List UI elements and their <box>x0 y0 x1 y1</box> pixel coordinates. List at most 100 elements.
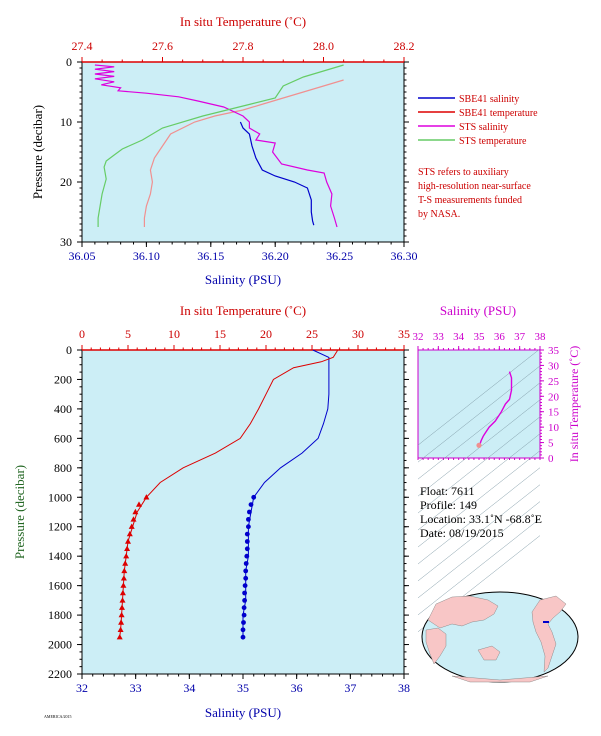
ts-y-tick-label: 30 <box>548 360 560 372</box>
near-surface-top-tick-label: 27.8 <box>233 39 254 53</box>
profile-number: Profile: 149 <box>420 498 477 512</box>
salinity-sample-point <box>251 494 257 500</box>
ts-x-tick-label: 37 <box>514 331 526 343</box>
map-land-americas <box>531 595 567 673</box>
ts-x-tick-label: 35 <box>474 331 486 343</box>
near-surface-series-group <box>94 64 344 228</box>
near-surface-top-tick-label: 27.4 <box>72 39 93 53</box>
temperature-sample-point <box>118 619 125 625</box>
ts-density-contour <box>417 365 541 463</box>
near-surface-x-tick-label: 36.25 <box>326 249 353 263</box>
near-surface-plot-area <box>81 61 405 243</box>
sts-note: STS refers to auxiliary high-resolution … <box>418 167 531 220</box>
full-profile-y-tick-label: 800 <box>54 461 72 475</box>
full-profile-x-tick-label: 34 <box>183 681 195 695</box>
near-surface-x-tick-label: 36.05 <box>69 249 96 263</box>
temperature-sample-point <box>123 553 130 559</box>
ts-density-contour <box>417 382 541 480</box>
ts-x-tick-label: 32 <box>413 331 424 343</box>
temperature-sample-point <box>116 634 123 640</box>
full-profile-top-tick-label: 5 <box>125 327 131 341</box>
near-surface-panel: 36.05 36.10 36.15 36.20 36.25 36.30 27.4 27.6 27… <box>30 14 538 287</box>
temperature-sample-point <box>119 604 125 610</box>
salinity-sample-point <box>241 620 246 625</box>
salinity-sample-point <box>246 517 251 522</box>
temperature-sample-point <box>143 494 150 500</box>
ts-density-contour <box>417 501 541 599</box>
full-profile-top-tick-label: 15 <box>214 327 226 341</box>
salinity-sample-point <box>248 502 254 507</box>
legend-label-sbe41-salinity: SBE41 salinity <box>459 94 519 105</box>
temperature-sample-point <box>119 589 126 596</box>
ts-ticks-group: 32 33 34 35 36 37 38 0 5 10 15 20 25 30 35 <box>413 331 560 465</box>
salinity-sample-point <box>242 583 248 588</box>
temperature-sample-point <box>120 582 127 588</box>
near-surface-x-tick-label: 36.10 <box>133 249 160 263</box>
salinity-sample-point <box>244 553 250 559</box>
temperature-sample-point <box>126 530 133 537</box>
full-profile-top-tick-label: 0 <box>79 327 85 341</box>
temperature-sample-point <box>128 523 135 529</box>
temperature-sample-point <box>122 560 129 566</box>
ts-density-contour <box>417 518 541 616</box>
near-surface-top-tick-label: 28.0 <box>313 39 334 53</box>
full-profile-y-tick-label: 400 <box>54 402 72 416</box>
ts-diagram-panel: 32 33 34 35 36 37 38 0 5 10 15 20 25 30 35 Salinity (P… <box>413 303 581 632</box>
ts-x-tick-label: 38 <box>535 331 547 343</box>
full-profile-y-tick-label: 1800 <box>48 608 72 622</box>
near-surface-y-tick-label: 10 <box>60 115 72 129</box>
ts-x-tick-label: 34 <box>453 331 465 343</box>
full-profile-panel: 32 33 34 35 36 37 38 0 5 10 15 20 25 30 35 0 200 400 600 80… <box>12 303 410 720</box>
sts-note-line-1: STS refers to auxiliary <box>418 167 509 178</box>
temperature-sample-point <box>124 545 131 551</box>
near-surface-x-tick-label: 36.15 <box>197 249 224 263</box>
full-profile-y-tick-label: 2000 <box>48 638 72 652</box>
near-surface-ticks-group: 36.05 36.10 36.15 36.20 36.25 36.30 27.4 27.6 27… <box>60 39 418 263</box>
near-surface-xlabel: Salinity (PSU) <box>205 272 281 287</box>
ts-y-tick-label: 25 <box>548 376 560 388</box>
ts-y-tick-label: 0 <box>548 453 554 465</box>
sts-note-line-4: by NASA. <box>418 209 460 220</box>
ts-density-contour <box>417 467 541 565</box>
full-profile-title: In situ Temperature (˚C) <box>180 303 306 318</box>
salinity-sample-point <box>243 561 249 566</box>
near-surface-x-tick-label: 36.30 <box>391 249 418 263</box>
full-profile-series-group <box>116 349 339 640</box>
full-profile-y-tick-label: 1600 <box>48 579 72 593</box>
legend-label-sts-salinity: STS salinity <box>459 122 508 133</box>
ts-density-contour <box>417 416 541 514</box>
ts-series-group <box>417 348 541 632</box>
ts-y-tick-label: 5 <box>548 438 554 450</box>
sts-note-line-3: T-S measurements funded <box>418 195 522 206</box>
full-profile-y-tick-label: 1200 <box>48 520 72 534</box>
full-profile-x-tick-label: 36 <box>291 681 303 695</box>
salinity-sample-point <box>243 575 249 581</box>
full-profile-x-tick-label: 32 <box>76 681 88 695</box>
ts-density-contour <box>417 450 541 548</box>
ts-density-contour <box>417 348 541 446</box>
location: Location: 33.1˚N -68.8˚E <box>420 512 542 526</box>
full-profile-y-tick-label: 1400 <box>48 549 72 563</box>
legend-label-sbe41-temperature: SBE41 temperature <box>459 108 538 119</box>
salinity-sample-point <box>242 590 248 596</box>
float-id: Float: 7611 <box>420 484 475 498</box>
temperature-sample-point <box>132 508 139 515</box>
full-profile-y-tick-label: 0 <box>66 343 72 357</box>
ts-density-contour <box>417 484 541 582</box>
full-profile-y-tick-label: 1000 <box>48 490 72 504</box>
salinity-sample-point <box>240 634 246 640</box>
full-profile-top-tick-label: 20 <box>260 327 272 341</box>
full-profile-y-tick-label: 2200 <box>48 667 72 681</box>
temperature-sample-point <box>130 516 137 522</box>
series-sts-temperature <box>97 64 344 227</box>
full-profile-x-tick-label: 33 <box>130 681 142 695</box>
ts-x-tick-label: 36 <box>494 331 506 343</box>
near-surface-title: In situ Temperature (˚C) <box>180 14 306 29</box>
series-sbe41-salinity <box>239 121 315 226</box>
ts-title: Salinity (PSU) <box>440 303 516 318</box>
ts-density-contour <box>417 399 541 497</box>
ts-y-tick-label: 35 <box>548 345 560 357</box>
near-surface-ylabel: Pressure (decibar) <box>30 105 45 199</box>
salinity-sample-point <box>241 605 247 611</box>
